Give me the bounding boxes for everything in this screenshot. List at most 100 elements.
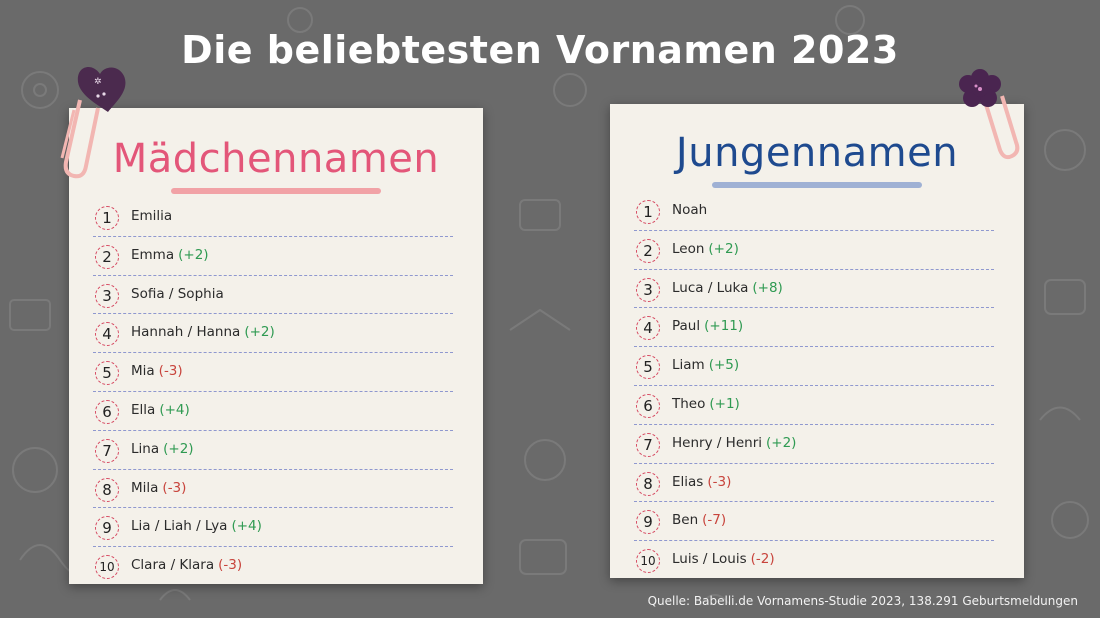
boys-heading: Jungennamen xyxy=(675,130,959,176)
name-text: Henry / Henri xyxy=(672,434,762,451)
name-label: Leon (+2) xyxy=(672,241,739,257)
rank-badge: 4 xyxy=(95,322,119,347)
name-label: Luca / Luka (+8) xyxy=(672,280,783,296)
list-item: 7 Henry / Henri (+2) xyxy=(634,425,994,464)
name-text: Emma xyxy=(131,246,175,263)
name-text: Liam xyxy=(672,357,705,374)
flower-clip-icon xyxy=(959,69,1020,160)
rank-change: (+2) xyxy=(178,246,209,263)
rank-change: (+2) xyxy=(244,324,275,341)
list-item: 6 Theo (+1) xyxy=(634,386,994,425)
rank-change: (+1) xyxy=(709,395,740,412)
girls-card: Mädchennamen 1 Emilia 2 Emma (+2) 3 Sofia / So… xyxy=(69,108,483,584)
rank-badge: 4 xyxy=(636,316,660,341)
name-text: Mia xyxy=(131,363,155,380)
name-label: Sofia / Sophia xyxy=(131,286,224,302)
girls-heading: Mädchennamen xyxy=(112,136,440,182)
list-item: 2 Emma (+2) xyxy=(93,237,453,276)
list-item: 4 Hannah / Hanna (+2) xyxy=(93,314,453,354)
list-item: 8 Elias (-3) xyxy=(634,464,994,503)
rank-change: (+2) xyxy=(708,240,739,257)
svg-text:✲: ✲ xyxy=(94,77,102,87)
rank-badge: 3 xyxy=(636,277,660,302)
rank-change: (+5) xyxy=(708,357,740,374)
rank-change: (+8) xyxy=(752,279,783,296)
name-text: Theo xyxy=(672,395,706,412)
rank-badge: 8 xyxy=(636,471,660,496)
rank-badge: 5 xyxy=(636,355,660,380)
rank-badge: 2 xyxy=(636,238,660,263)
rank-badge: 2 xyxy=(95,244,119,269)
list-item: 10 Clara / Klara (-3) xyxy=(93,547,453,585)
list-item: 4 Paul (+11) xyxy=(634,308,994,348)
boys-list: 1 Noah 2 Leon (+2) 3 Luca / Luka (+8) 4 Paul (+11)… xyxy=(634,192,994,579)
list-item: 2 Leon (+2) xyxy=(634,231,994,270)
girls-heading-underline xyxy=(171,188,381,194)
name-text: Luis / Louis xyxy=(672,551,747,568)
boys-heading-underline xyxy=(712,182,922,188)
name-text: Elias xyxy=(672,473,704,490)
rank-badge: 10 xyxy=(636,549,660,574)
girls-list: 1 Emilia 2 Emma (+2) 3 Sofia / Sophia 4 Hannah /… xyxy=(93,198,453,585)
name-text: Ben xyxy=(672,512,699,529)
rank-change: (-7) xyxy=(702,512,727,529)
name-label: Lia / Liah / Lya (+4) xyxy=(131,518,262,534)
rank-change: (-3) xyxy=(158,363,183,380)
rank-badge: 9 xyxy=(636,510,660,535)
rank-badge: 5 xyxy=(95,361,119,386)
name-label: Henry / Henri (+2) xyxy=(672,435,796,451)
name-label: Elias (-3) xyxy=(672,474,731,490)
rank-change: (+4) xyxy=(231,518,262,535)
name-text: Clara / Klara xyxy=(131,557,215,574)
list-item: 9 Ben (-7) xyxy=(634,502,994,542)
name-label: Paul (+11) xyxy=(672,318,743,334)
rank-change: (-3) xyxy=(218,557,243,574)
list-item: 3 Luca / Luka (+8) xyxy=(634,270,994,309)
list-item: 9 Lia / Liah / Lya (+4) xyxy=(93,508,453,548)
name-text: Mila xyxy=(131,479,159,496)
name-label: Noah xyxy=(672,202,707,218)
list-item: 5 Liam (+5) xyxy=(634,347,994,386)
list-item: 10 Luis / Louis (-2) xyxy=(634,541,994,579)
name-label: Emilia xyxy=(131,208,172,224)
rank-badge: 9 xyxy=(95,516,119,541)
rank-change: (+2) xyxy=(163,440,194,457)
list-item: 6 Ella (+4) xyxy=(93,392,453,431)
name-label: Hannah / Hanna (+2) xyxy=(131,324,275,340)
source-note: Quelle: Babelli.de Vornamens-Studie 2023… xyxy=(647,594,1078,608)
list-item: 7 Lina (+2) xyxy=(93,431,453,470)
name-label: Liam (+5) xyxy=(672,357,739,373)
name-label: Luis / Louis (-2) xyxy=(672,551,775,567)
list-item: 1 Noah xyxy=(634,192,994,231)
rank-change: (+4) xyxy=(159,401,190,418)
name-text: Hannah / Hanna xyxy=(131,324,241,341)
rank-change: (-3) xyxy=(162,479,187,496)
rank-change: (-2) xyxy=(750,551,775,568)
name-text: Ella xyxy=(131,401,156,418)
name-text: Luca / Luka xyxy=(672,279,749,296)
name-label: Mia (-3) xyxy=(131,363,183,379)
rank-badge: 8 xyxy=(95,477,119,502)
heart-clip-icon: ✲ xyxy=(60,67,126,179)
list-item: 8 Mila (-3) xyxy=(93,470,453,509)
rank-change: (+11) xyxy=(704,318,744,335)
name-label: Mila (-3) xyxy=(131,480,186,496)
rank-badge: 3 xyxy=(95,283,119,308)
rank-badge: 1 xyxy=(636,200,660,224)
list-item: 1 Emilia xyxy=(93,198,453,237)
name-label: Theo (+1) xyxy=(672,396,740,412)
rank-badge: 6 xyxy=(636,393,660,418)
page-title: Die beliebtesten Vornamen 2023 xyxy=(181,28,899,72)
name-text: Lia / Liah / Lya xyxy=(131,518,228,535)
rank-change: (-3) xyxy=(707,473,732,490)
name-label: Ella (+4) xyxy=(131,402,190,418)
name-label: Emma (+2) xyxy=(131,247,209,263)
rank-badge: 10 xyxy=(95,555,119,580)
name-text: Lina xyxy=(131,440,160,457)
rank-badge: 6 xyxy=(95,399,119,424)
name-label: Ben (-7) xyxy=(672,512,726,528)
rank-badge: 7 xyxy=(95,438,119,463)
rank-badge: 7 xyxy=(636,432,660,457)
name-text: Paul xyxy=(672,318,701,335)
